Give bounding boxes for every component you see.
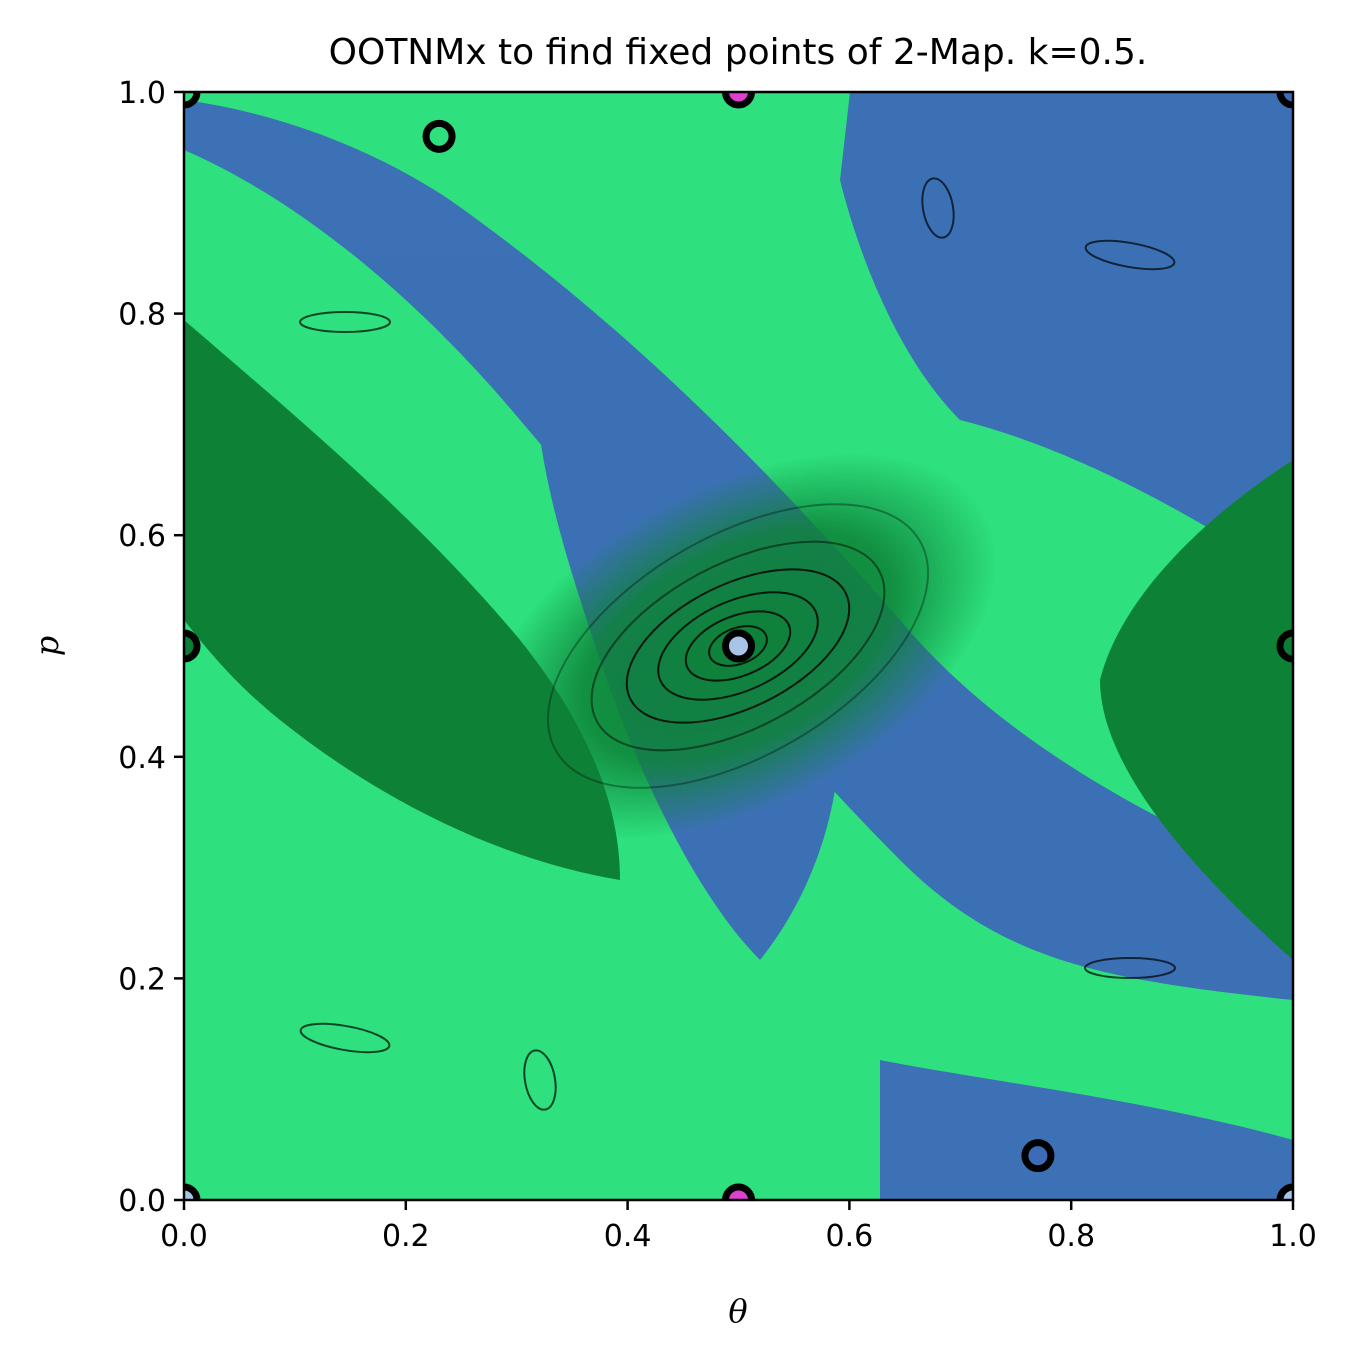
basin-blue-bottom-right xyxy=(880,1060,1293,1200)
x-tick-label: 0.6 xyxy=(826,1219,874,1254)
fixed-point-marker xyxy=(184,92,201,109)
fixed-point-marker xyxy=(184,629,201,663)
x-axis-label: θ xyxy=(728,1292,747,1330)
ticks-layer: 0.0 0.2 0.4 0.6 0.8 1.0 0.0 0.2 0.4 0.6 0.8 1.0 xyxy=(118,76,1317,1254)
x-tick-label: 0.2 xyxy=(382,1219,430,1254)
fixed-points-layer xyxy=(184,92,1293,1200)
y-tick-label: 0.6 xyxy=(118,519,166,554)
axes-frame xyxy=(182,90,1295,1202)
y-tick-label: 0.4 xyxy=(118,741,166,776)
fixed-point-marker xyxy=(722,1183,755,1200)
fixed-point-marker xyxy=(184,1183,201,1200)
x-tick-label: 0.0 xyxy=(160,1219,208,1254)
orbit-rings xyxy=(547,503,929,789)
fixed-point-marker xyxy=(1276,92,1293,109)
fixed-point-marker xyxy=(1021,1139,1055,1173)
chart-title: OOTNMx to find fixed points of 2-Map. k=… xyxy=(329,32,1148,73)
fixed-point-marker xyxy=(1276,629,1293,663)
fixed-point-marker xyxy=(422,119,456,153)
x-tick-label: 0.4 xyxy=(604,1219,652,1254)
x-tick-label: 0.8 xyxy=(1047,1219,1095,1254)
fixed-point-marker xyxy=(722,92,755,109)
y-tick-label: 0.8 xyxy=(118,298,166,333)
y-tick-label: 0.0 xyxy=(118,1184,166,1219)
y-axis-label: p xyxy=(28,636,66,656)
island-orbits xyxy=(299,177,1176,1111)
fixed-point-marker xyxy=(722,629,755,663)
y-tick-label: 0.2 xyxy=(118,962,166,997)
fixed-point-marker xyxy=(1276,1183,1293,1200)
y-tick-label: 1.0 xyxy=(118,76,166,111)
x-tick-label: 1.0 xyxy=(1269,1219,1317,1254)
basin-darkgreen-right xyxy=(1100,460,1293,960)
plot-area xyxy=(184,92,1293,1200)
